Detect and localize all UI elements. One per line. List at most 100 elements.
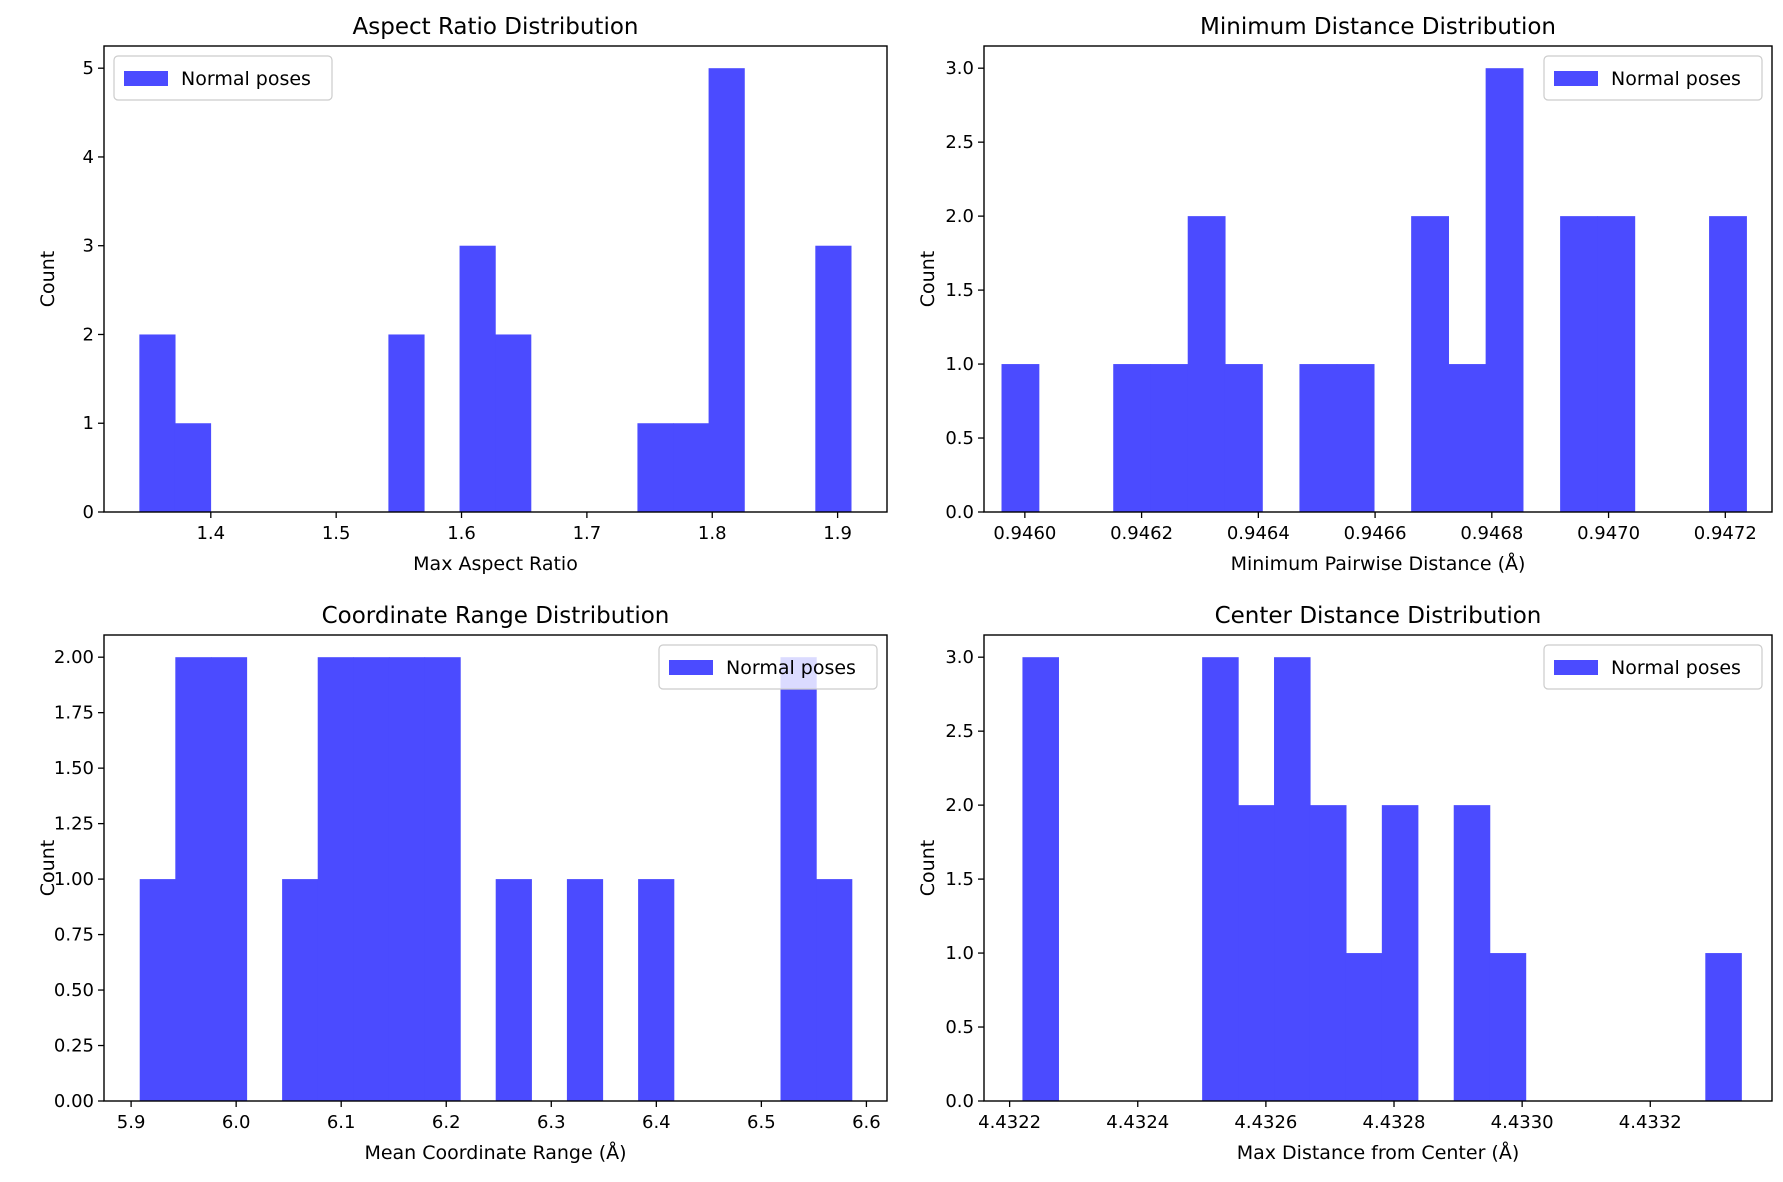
- histogram-bar: [1381, 805, 1419, 1101]
- histogram-bar: [1299, 364, 1338, 512]
- chart-title: Coordinate Range Distribution: [322, 603, 670, 629]
- chart-title: Minimum Distance Distribution: [1200, 14, 1556, 40]
- y-tick-label: 2.00: [54, 647, 94, 668]
- axes-frame: [983, 45, 1773, 513]
- histogram-bar: [815, 245, 852, 512]
- histogram-bar: [1238, 805, 1275, 1101]
- y-tick-label: 0.5: [945, 1017, 974, 1038]
- histogram-bar: [1022, 657, 1059, 1101]
- histogram-bar: [1336, 364, 1375, 512]
- histogram-bar: [638, 879, 675, 1101]
- histogram-bar: [388, 657, 426, 1101]
- y-ticks: 0.0 0.5 1.0 1.5 2.0 2.5 3.0: [945, 58, 984, 523]
- x-tick-label: 4.4332: [1619, 1112, 1682, 1133]
- histogram-bar: [1448, 364, 1487, 512]
- y-tick-label: 1.25: [54, 814, 94, 835]
- histogram-bar: [1345, 953, 1383, 1101]
- x-tick-label: 6.1: [327, 1112, 356, 1133]
- y-tick-label: 0: [83, 502, 94, 523]
- y-tick-label: 1.5: [945, 280, 974, 301]
- y-tick-label: 2.5: [945, 132, 974, 153]
- histogram-bar: [317, 657, 354, 1101]
- y-ticks: 0.00 0.25 0.50 0.75 1.00 1.25 1.50 1.75 2.00: [54, 647, 104, 1112]
- histogram-bar: [816, 879, 853, 1101]
- y-tick-label: 4: [83, 147, 94, 168]
- subplot-coordinate-range: Coordinate Range Distribution Mean Coord…: [37, 603, 888, 1164]
- x-tick-label: 6.5: [747, 1112, 776, 1133]
- x-tick-label: 0.9464: [1227, 523, 1290, 544]
- histogram-bar: [353, 657, 390, 1101]
- y-axis-label: Count: [917, 840, 939, 896]
- x-tick-label: 0.9462: [1110, 523, 1173, 544]
- x-tick-label: 6.3: [537, 1112, 566, 1133]
- histogram-bar: [1224, 364, 1263, 512]
- chart-title: Aspect Ratio Distribution: [353, 14, 639, 40]
- histogram-bar: [637, 423, 674, 512]
- x-tick-label: 0.9466: [1344, 523, 1407, 544]
- axes-frame: [103, 634, 888, 1102]
- y-tick-label: 1.50: [54, 758, 94, 779]
- histogram-bar: [495, 334, 532, 512]
- histogram-bar: [174, 423, 212, 512]
- x-tick-label: 4.4322: [978, 1112, 1041, 1133]
- y-tick-label: 1.0: [945, 354, 974, 375]
- legend-box: [113, 55, 333, 101]
- histogram-bar: [139, 879, 176, 1101]
- histogram-bar: [673, 423, 710, 512]
- x-tick-label: 6.0: [222, 1112, 251, 1133]
- histogram-bar: [1453, 805, 1491, 1101]
- y-tick-label: 0.5: [945, 428, 974, 449]
- histogram-bar: [1709, 216, 1747, 512]
- x-tick-label: 1.5: [322, 523, 351, 544]
- x-tick-label: 4.4324: [1106, 1112, 1169, 1133]
- x-ticks: 5.9 6.0 6.1 6.2 6.3 6.4 6.5 6.6: [117, 1101, 881, 1133]
- legend-box: [658, 644, 878, 690]
- y-tick-label: 0.00: [54, 1091, 94, 1112]
- axes-frame: [983, 634, 1773, 1102]
- legend-box: [1543, 644, 1763, 690]
- histogram-bar: [780, 657, 817, 1101]
- y-tick-label: 3: [83, 236, 94, 257]
- y-tick-label: 1.00: [54, 869, 94, 890]
- legend-label: Normal poses: [1611, 68, 1741, 90]
- legend-swatch: [1554, 660, 1598, 675]
- y-tick-label: 1: [83, 413, 94, 434]
- legend-label: Normal poses: [726, 657, 856, 679]
- histogram-bar: [459, 245, 496, 512]
- y-tick-label: 1.75: [54, 703, 94, 724]
- histogram-bar: [1187, 216, 1226, 512]
- y-tick-label: 2.0: [945, 206, 974, 227]
- y-axis-label: Count: [37, 840, 59, 896]
- y-tick-label: 0.25: [54, 1036, 94, 1057]
- y-tick-label: 2.0: [945, 795, 974, 816]
- x-tick-label: 6.4: [642, 1112, 671, 1133]
- axes-frame: [103, 45, 888, 513]
- y-tick-label: 1.0: [945, 943, 974, 964]
- y-tick-label: 2: [83, 324, 94, 345]
- histogram-bar: [1485, 68, 1524, 512]
- y-axis-label: Count: [37, 251, 59, 307]
- x-tick-label: 1.6: [447, 523, 476, 544]
- y-tick-label: 0.75: [54, 925, 94, 946]
- legend-box: [1543, 55, 1763, 101]
- y-tick-label: 3.0: [945, 58, 974, 79]
- histogram-bar: [495, 879, 532, 1101]
- bars: [1001, 68, 1747, 512]
- x-axis-label: Minimum Pairwise Distance (Å): [1231, 552, 1526, 575]
- legend: Normal poses: [658, 644, 878, 690]
- histogram-bar: [1309, 805, 1347, 1101]
- histogram-bar: [1113, 364, 1152, 512]
- y-tick-label: 3.0: [945, 647, 974, 668]
- legend-label: Normal poses: [181, 68, 311, 90]
- histogram-bar: [1411, 216, 1449, 512]
- subplot-aspect-ratio: Aspect Ratio Distribution Max Aspect Rat…: [37, 14, 888, 575]
- x-ticks: 4.4322 4.4324 4.4326 4.4328 4.4330 4.4332: [978, 1101, 1682, 1133]
- histogram-bar: [1274, 657, 1311, 1101]
- y-tick-label: 1.5: [945, 869, 974, 890]
- y-tick-label: 5: [83, 58, 94, 79]
- subplot-center-distance: Center Distance Distribution Max Distanc…: [917, 603, 1773, 1164]
- x-ticks: 0.9460 0.9462 0.9464 0.9466 0.9468 0.9470 0.94…: [993, 512, 1757, 544]
- subplot-minimum-distance: Minimum Distance Distribution Minimum Pa…: [917, 14, 1773, 575]
- x-tick-label: 4.4326: [1234, 1112, 1297, 1133]
